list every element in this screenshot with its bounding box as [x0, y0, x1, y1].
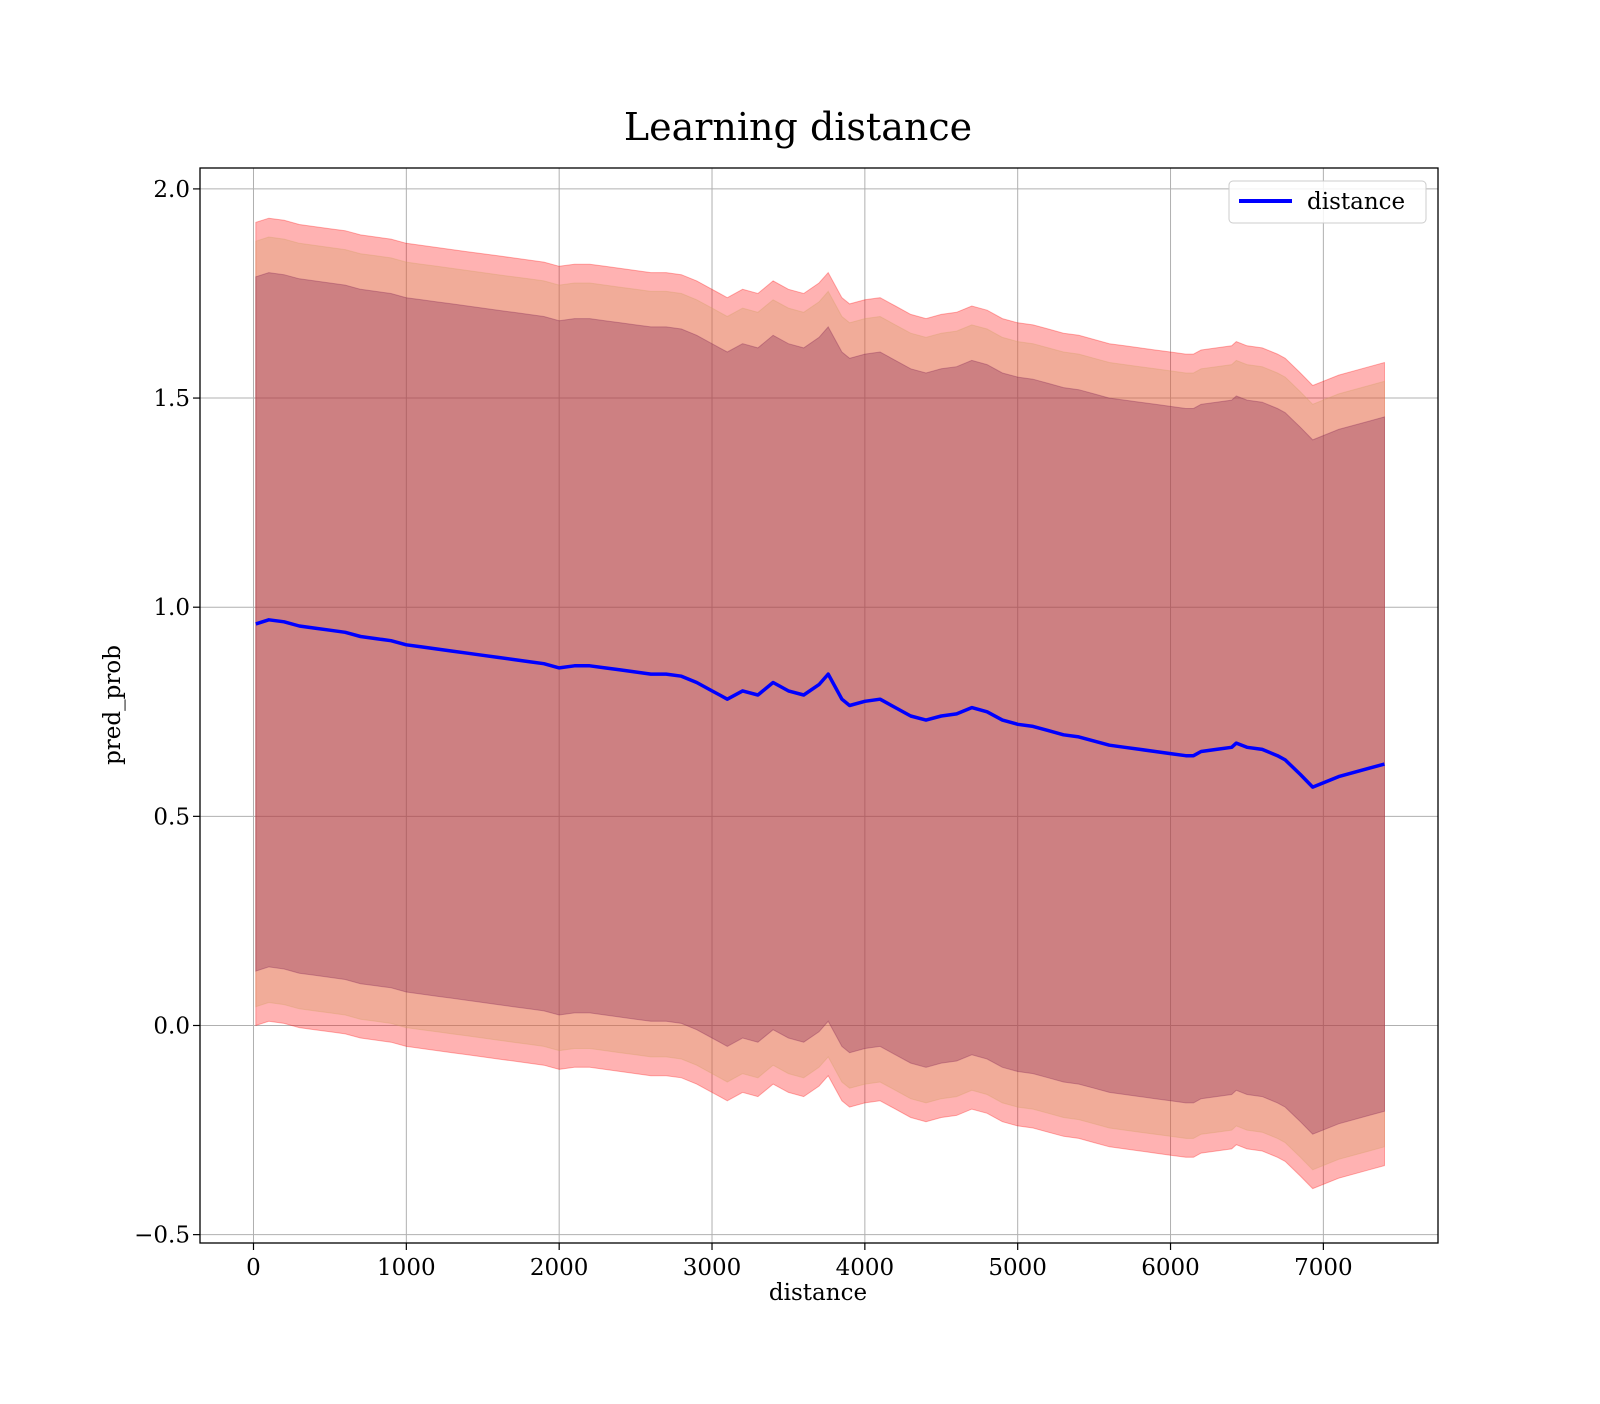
x-tick-label: 7000 — [1294, 1255, 1353, 1281]
y-tick-label: 1.5 — [153, 386, 190, 412]
legend: distance — [1228, 180, 1427, 224]
x-tick-label: 3000 — [683, 1255, 742, 1281]
x-tick-label: 4000 — [836, 1255, 895, 1281]
outer-band — [255, 217, 1385, 1190]
y-axis-ticks: −0.5 0.0 0.5 1.0 1.5 2.0 — [134, 177, 200, 1249]
middle-band — [255, 236, 1385, 1171]
x-axis-ticks: 0 1000 2000 3000 4000 5000 6000 7000 — [246, 1243, 1353, 1281]
x-tick-label: 1000 — [377, 1255, 436, 1281]
series-line-distance — [255, 618, 1385, 789]
x-tick-label: 2000 — [530, 1255, 589, 1281]
x-tick-label: 6000 — [1141, 1255, 1200, 1281]
y-tick-label: 0.5 — [153, 804, 190, 830]
plot-area-frame — [199, 167, 1439, 1244]
y-axis-label: pred_prob — [100, 645, 126, 765]
x-axis-label: distance — [769, 1280, 867, 1306]
x-tick-label: 0 — [246, 1255, 261, 1281]
series-lines — [255, 618, 1385, 789]
x-tick-label: 5000 — [988, 1255, 1047, 1281]
y-tick-label: 0.0 — [153, 1013, 190, 1039]
y-tick-label: 1.0 — [153, 595, 190, 621]
inner-band — [255, 272, 1385, 1135]
legend-label-distance: distance — [1307, 189, 1405, 215]
y-tick-label: −0.5 — [134, 1223, 190, 1249]
confidence-bands — [255, 217, 1385, 1190]
chart-title: Learning distance — [624, 105, 972, 149]
y-tick-label: 2.0 — [153, 177, 190, 203]
legend-box — [1228, 180, 1427, 224]
